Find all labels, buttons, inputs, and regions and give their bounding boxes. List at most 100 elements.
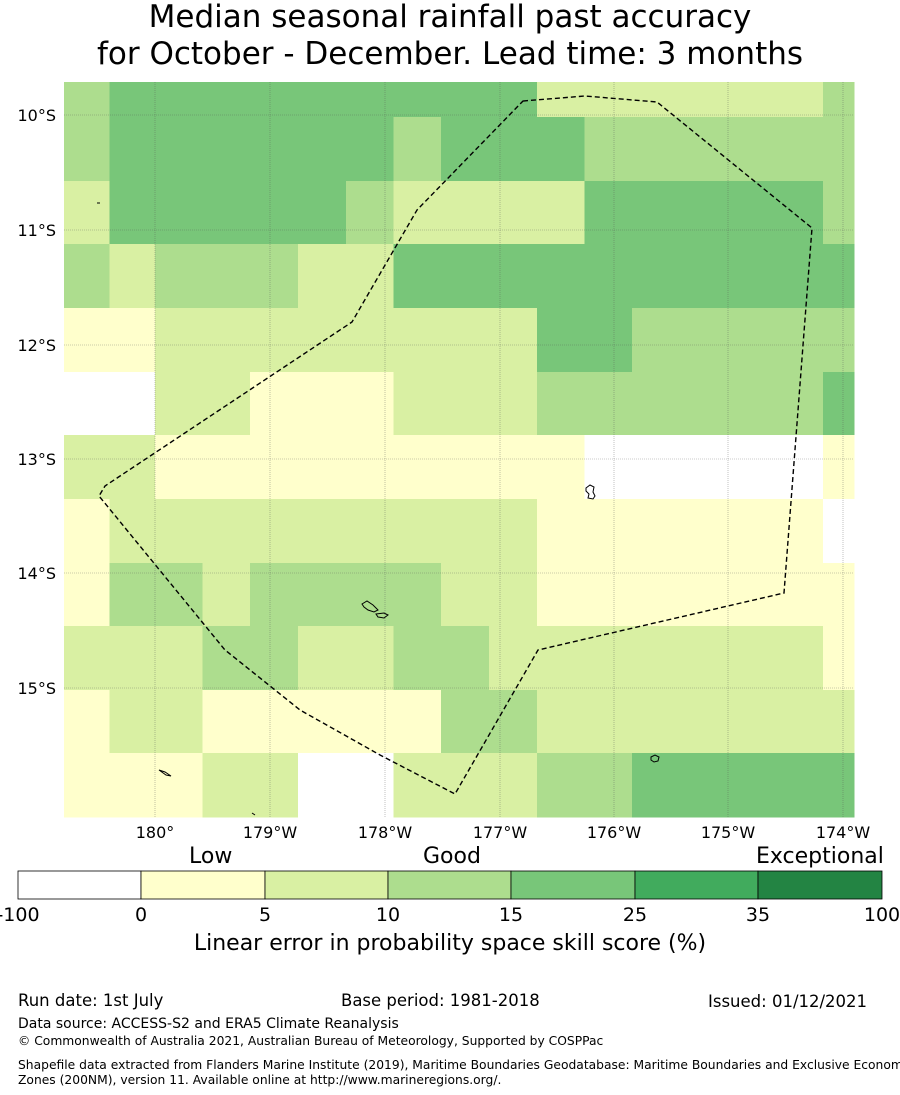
skill-map: 10°S11°S12°S13°S14°S15°S 180° 179°W 178°W 1… [17, 82, 870, 842]
skill-cell [537, 117, 585, 182]
skill-cell [109, 82, 156, 118]
lat-label: 14°S [17, 564, 56, 583]
skill-cell [64, 372, 110, 436]
eez-boundary [98, 95, 813, 795]
colorbar-tick-label: -100 [0, 904, 40, 926]
skill-cell [441, 563, 490, 627]
colorbar-tick-label: 0 [135, 904, 147, 926]
skill-cell [393, 244, 442, 309]
skill-cell [298, 372, 347, 436]
skill-cell [109, 308, 156, 373]
skill-cell [584, 181, 633, 245]
island-outline [650, 754, 660, 763]
skill-cell [202, 117, 251, 182]
colorbar-swatches [17, 870, 883, 900]
chart-title-line-1: Median seasonal rainfall past accuracy [148, 0, 752, 35]
skill-cell [393, 308, 442, 373]
colorbar-tick-label: 25 [623, 904, 647, 926]
skill-cell [584, 82, 633, 118]
skill-cell [64, 435, 110, 500]
skill-cell [250, 244, 299, 309]
skill-cell [537, 181, 585, 245]
skill-cell [250, 753, 299, 818]
skill-cell [109, 753, 156, 818]
colorbar-tick-label: 100 [864, 904, 900, 926]
island-outline [585, 484, 596, 500]
skill-cell [250, 690, 299, 754]
skill-cell [202, 499, 251, 564]
lon-label: 178°W [358, 823, 413, 842]
skill-cell [346, 308, 394, 373]
skill-cell [250, 117, 299, 182]
skill-cell [823, 753, 855, 818]
skill-cell [489, 626, 538, 691]
colorbar-tick-label: 15 [499, 904, 523, 926]
skill-cell [537, 372, 585, 436]
skill-cell [155, 308, 203, 373]
skill-cell [489, 181, 538, 245]
skill-cell [441, 626, 490, 691]
skill-cell [393, 372, 442, 436]
colorbar-swatch [140, 870, 266, 900]
skill-cell [250, 563, 299, 627]
lon-label: 175°W [701, 823, 756, 842]
skill-cell [64, 82, 110, 118]
skill-cell [441, 372, 490, 436]
colorbar-tick-label: 10 [376, 904, 400, 926]
skill-cell [441, 82, 490, 118]
skill-cell [823, 435, 855, 500]
skill-cell [823, 690, 855, 754]
skill-cell [584, 117, 633, 182]
skill-cell [109, 117, 156, 182]
skill-cell [298, 181, 347, 245]
skill-cell [537, 308, 585, 373]
skill-cell [202, 82, 251, 118]
colorbar-swatch [510, 870, 636, 900]
colorbar-axis-title: Linear error in probability space skill … [193, 931, 707, 956]
skill-cell [489, 82, 538, 118]
skill-cell [537, 626, 585, 691]
skill-cell [346, 82, 394, 118]
lon-label: 176°W [587, 823, 642, 842]
category-low: Low [189, 844, 233, 869]
skill-cell [584, 626, 633, 691]
skill-cell [393, 435, 442, 500]
skill-cell [109, 626, 156, 691]
chart-title-line-2: for October - December. Lead time: 3 mon… [96, 36, 804, 72]
skill-cell [393, 690, 442, 754]
skill-cell [584, 308, 633, 373]
skill-cell [584, 753, 633, 818]
lat-label: 11°S [17, 221, 56, 240]
skill-cell [584, 690, 633, 754]
latitude-labels: 10°S 11°S 12°S 13°S 14°S 15°S [17, 106, 56, 698]
skill-cell [298, 690, 347, 754]
skill-cell [298, 753, 347, 818]
colorbar-ticks: -100 0 5 10 15 25 35 100 [0, 904, 900, 926]
skill-cell [202, 181, 251, 245]
data-source: Data source: ACCESS-S2 and ERA5 Climate … [18, 1016, 399, 1032]
skill-cell [584, 372, 633, 436]
skill-cell [298, 117, 347, 182]
skill-cell [202, 753, 251, 818]
colorbar-swatch [634, 870, 759, 900]
skill-cell [298, 435, 347, 500]
skill-cell [823, 626, 855, 691]
skill-cell [441, 308, 490, 373]
skill-cell [393, 82, 442, 118]
colorbar-swatch [17, 870, 142, 900]
lon-label: 177°W [473, 823, 528, 842]
skill-cell [393, 499, 442, 564]
skill-cell [489, 308, 538, 373]
skill-cell [64, 308, 110, 373]
lon-label: 180° [136, 823, 175, 842]
skill-cell [298, 308, 347, 373]
skill-cell [823, 308, 855, 373]
skill-cell [584, 563, 633, 627]
skill-cell [64, 181, 110, 245]
lat-label: 10°S [17, 106, 56, 125]
skill-cell [109, 372, 156, 436]
skill-cell [109, 244, 156, 309]
skill-cell [64, 499, 110, 564]
colorbar: -100 0 5 10 15 25 35 100 [0, 870, 900, 926]
colorbar-tick-label: 35 [746, 904, 770, 926]
